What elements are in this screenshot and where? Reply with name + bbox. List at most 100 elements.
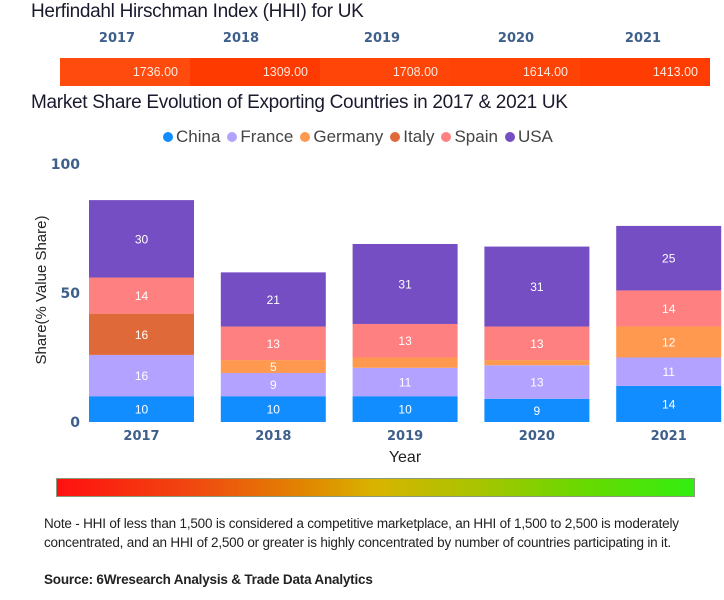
bar-segment-usa-2021 [616, 225, 722, 291]
legend-label: Germany [313, 127, 384, 146]
bar-segment-spain-2018 [220, 326, 326, 361]
bar-segment-france-2017 [89, 354, 194, 397]
x-tick-label-2019: 2019 [387, 429, 423, 444]
data-label-spain-2021: 14 [662, 302, 676, 316]
legend-label: Spain [454, 127, 498, 146]
data-label-china-2019: 10 [398, 403, 412, 417]
hhi-year-2021: 2021 [624, 31, 662, 46]
data-label-spain-2019: 13 [398, 334, 412, 348]
bar-stack-2021: 14 11 12 14 25 [616, 225, 722, 422]
bar-segment-spain-2017 [89, 277, 194, 314]
bar-segment-france-2021 [616, 357, 722, 386]
data-label-germany-2021: 12 [662, 336, 676, 350]
data-label-usa-2017: 30 [135, 232, 149, 246]
legend-item-usa[interactable]: USA [504, 127, 553, 147]
bar-segment-spain-2021 [616, 290, 722, 327]
bar-segment-germany-2020 [484, 360, 590, 366]
bar-segment-spain-2020 [484, 326, 590, 361]
bar-segment-usa-2020 [484, 246, 590, 327]
source-citation: Source: 6Wresearch Analysis & Trade Data… [44, 572, 373, 587]
bar-segment-usa-2017 [89, 200, 194, 278]
legend-label: Italy [403, 127, 435, 146]
bar-segment-china-2017 [89, 396, 194, 422]
legend-item-germany[interactable]: Germany [300, 127, 383, 147]
x-tick-label-2017: 2017 [123, 429, 159, 444]
data-label-usa-2021: 25 [662, 252, 676, 266]
hhi-cell-2020: 1614.00 [450, 58, 580, 86]
data-label-china-2021: 14 [662, 397, 676, 411]
x-axis-title: Year [389, 449, 422, 466]
bar-segment-spain-2019 [352, 323, 458, 358]
hhi-color-scale [56, 478, 695, 497]
legend-item-china[interactable]: China [163, 127, 220, 147]
hhi-cell-2017: 1736.00 [60, 58, 190, 86]
hhi-value-2021: 1413.00 [652, 65, 698, 79]
legend-label: France [240, 127, 294, 146]
legend-label: China [176, 127, 221, 146]
hhi-value-2020: 1614.00 [522, 65, 568, 79]
bar-segment-china-2020 [484, 398, 590, 422]
bar-segment-france-2019 [352, 367, 458, 397]
bar-segment-china-2019 [352, 396, 458, 422]
hhi-cell-2018: 1309.00 [190, 58, 320, 86]
hhi-cell-2021: 1413.00 [580, 58, 710, 86]
bar-segment-china-2018 [220, 396, 326, 422]
data-label-france-2019: 11 [399, 376, 412, 390]
hhi-year-2020: 2020 [497, 31, 535, 46]
data-label-china-2017: 10 [135, 403, 149, 417]
data-label-usa-2018: 21 [267, 293, 281, 307]
y-tick-label-100: 100 [51, 157, 80, 173]
hhi-cell-2019: 1708.00 [320, 58, 450, 86]
data-label-spain-2017: 14 [135, 289, 149, 303]
legend-item-france[interactable]: France [227, 127, 293, 147]
data-label-china-2018: 10 [267, 403, 281, 417]
legend-dot-icon [300, 132, 311, 142]
chart-legend: China France Germany Italy Spain USA [163, 127, 553, 147]
hhi-value-2018: 1309.00 [262, 65, 308, 79]
x-axis: 2017 2018 2019 2020 2021 [123, 429, 686, 444]
legend-item-spain[interactable]: Spain [441, 127, 498, 147]
bar-stack-2018: 10 9 5 13 21 [220, 272, 326, 422]
bar-segment-usa-2019 [352, 243, 458, 324]
y-axis-title: Share(% Value Share) [33, 216, 50, 365]
bar-segment-italy-2017 [89, 313, 194, 355]
legend-dot-icon [504, 132, 515, 142]
data-label-france-2021: 11 [662, 365, 675, 379]
bar-segment-usa-2018 [220, 272, 326, 327]
bar-segment-germany-2021 [616, 326, 722, 358]
bar-segment-germany-2019 [352, 357, 458, 368]
bar-stack-2019: 10 11 13 31 [352, 243, 458, 422]
legend-dot-icon [441, 132, 452, 142]
data-label-italy-2017: 16 [135, 328, 149, 342]
data-label-france-2020: 13 [530, 376, 544, 390]
legend-dot-icon [390, 132, 401, 142]
bar-segment-france-2020 [484, 365, 590, 399]
bar-segment-france-2018 [220, 372, 326, 397]
data-label-france-2018: 9 [270, 378, 277, 392]
data-label-france-2017: 16 [135, 369, 149, 383]
y-tick-label-50: 50 [61, 286, 81, 302]
bars: 1016161430109513211011133191313311411121… [89, 200, 722, 422]
legend-dot-icon [227, 132, 238, 142]
hhi-year-2019: 2019 [363, 31, 401, 46]
x-tick-label-2020: 2020 [519, 429, 555, 444]
y-tick-label-0: 0 [70, 415, 80, 431]
hhi-title: Herfindahl Hirschman Index (HHI) for UK [31, 1, 364, 22]
legend-label: USA [517, 127, 553, 146]
bar-stack-2020: 9 13 13 31 [484, 246, 590, 422]
x-tick-label-2021: 2021 [651, 429, 687, 444]
hhi-value-bar: 1736.00 1309.00 1708.00 1614.00 1413.00 [60, 58, 710, 86]
hhi-value-2019: 1708.00 [392, 65, 438, 79]
chart-title: Market Share Evolution of Exporting Coun… [31, 92, 568, 113]
data-label-usa-2020: 31 [530, 280, 544, 294]
legend-item-italy[interactable]: Italy [390, 127, 434, 147]
bar-stack-2017: 10 16 16 14 30 [89, 200, 194, 422]
data-label-spain-2018: 13 [267, 337, 281, 351]
hhi-value-2017: 1736.00 [132, 65, 178, 79]
stacked-bar-chart: 0 50 100 10 16 16 14 30 10 9 5 13 21 10 11 13 31 9 13 13 31… [33, 157, 722, 466]
bar-segment-germany-2018 [220, 360, 326, 373]
data-label-germany-2018: 5 [270, 360, 277, 374]
x-tick-label-2018: 2018 [255, 429, 291, 444]
legend-dot-icon [163, 132, 173, 142]
data-label-spain-2020: 13 [530, 337, 544, 351]
